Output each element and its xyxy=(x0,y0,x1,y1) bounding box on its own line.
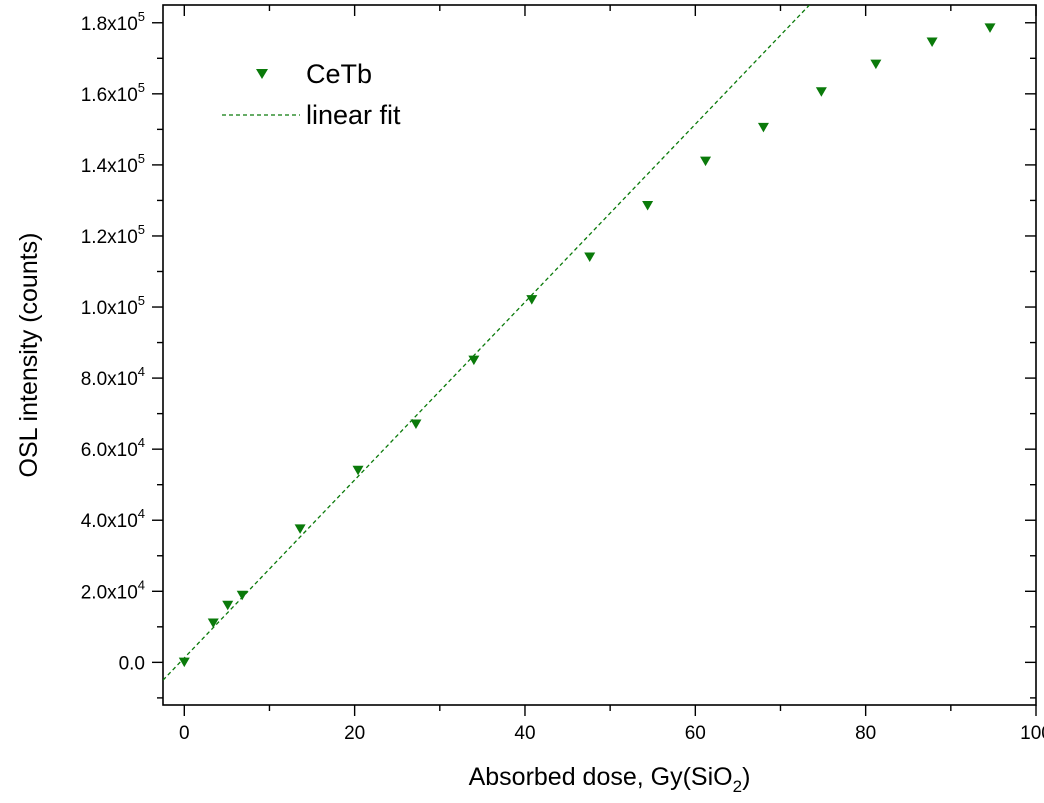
y-tick-label: 1.6x105 xyxy=(81,80,145,106)
x-tick-label: 0 xyxy=(179,723,190,744)
data-point xyxy=(642,201,654,211)
data-point xyxy=(352,465,364,476)
data-point xyxy=(870,59,882,70)
data-point xyxy=(700,156,712,167)
x-tick-label: 20 xyxy=(344,723,365,744)
data-point xyxy=(207,618,219,629)
x-tick-label: 100 xyxy=(1020,723,1044,744)
y-tick-label: 6.0x104 xyxy=(81,435,145,461)
data-point xyxy=(815,87,827,97)
y-tick-label: 4.0x104 xyxy=(81,506,145,532)
legend: CeTb linear fit xyxy=(222,59,401,130)
y-tick-label: 1.4x105 xyxy=(81,151,145,177)
y-tick-label: 1.2x105 xyxy=(81,222,145,248)
x-axis-title: Absorbed dose, Gy(SiO2) xyxy=(469,763,751,796)
y-tick-label: 1.0x105 xyxy=(81,293,145,319)
data-point xyxy=(178,657,190,668)
fit-line xyxy=(163,5,810,681)
data-point xyxy=(294,524,306,534)
data-point xyxy=(984,23,996,33)
y-tick-label: 2.0x104 xyxy=(81,577,145,603)
x-tick-label: 80 xyxy=(855,723,876,744)
data-point xyxy=(584,252,596,263)
legend-marker-cetb xyxy=(256,69,268,79)
y-tick-label: 1.8x105 xyxy=(81,9,145,35)
data-point xyxy=(410,419,422,430)
y-tick-label: 0.0 xyxy=(119,653,145,674)
legend-label-cetb: CeTb xyxy=(306,59,372,89)
x-tick-label: 40 xyxy=(514,723,535,744)
data-point xyxy=(468,355,480,366)
x-tick-label: 60 xyxy=(685,723,706,744)
data-point xyxy=(236,590,248,601)
plot-frame xyxy=(162,4,1037,706)
legend-label-fit: linear fit xyxy=(306,100,401,130)
data-point xyxy=(926,37,938,48)
data-point xyxy=(526,295,538,305)
y-axis-title: OSL intensity (counts) xyxy=(15,232,43,477)
data-point xyxy=(222,600,234,611)
y-tick-label: 8.0x104 xyxy=(81,364,145,390)
data-point xyxy=(757,122,769,133)
